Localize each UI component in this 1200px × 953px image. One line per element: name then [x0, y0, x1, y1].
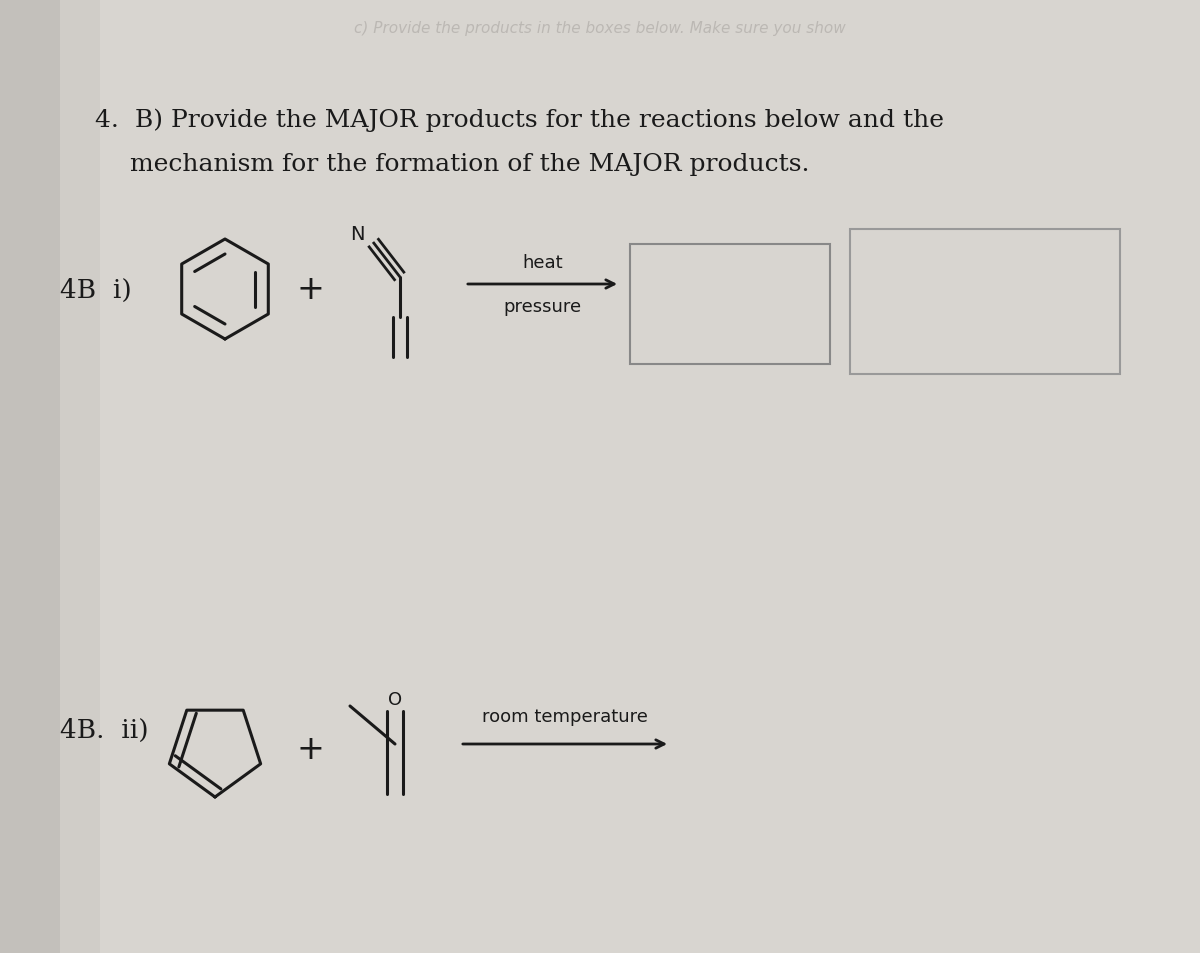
Text: O: O: [388, 690, 402, 708]
Text: 4B.  ii): 4B. ii): [60, 717, 149, 741]
Text: pressure: pressure: [504, 297, 582, 315]
Text: N: N: [349, 225, 365, 244]
Text: heat: heat: [522, 253, 563, 272]
Text: c) Provide the products in the boxes below. Make sure you show: c) Provide the products in the boxes bel…: [354, 20, 846, 35]
Bar: [850, 230, 1120, 375]
Text: room temperature: room temperature: [482, 707, 648, 725]
Text: mechanism for the formation of the MAJOR products.: mechanism for the formation of the MAJOR…: [130, 153, 810, 176]
Bar: [0, 0, 60, 953]
Text: +: +: [296, 274, 324, 306]
Bar: [60, 0, 100, 953]
Bar: [630, 245, 830, 365]
Text: 4B  i): 4B i): [60, 277, 132, 302]
Text: +: +: [296, 733, 324, 765]
Text: 4.  B) Provide the MAJOR products for the reactions below and the: 4. B) Provide the MAJOR products for the…: [95, 108, 944, 132]
